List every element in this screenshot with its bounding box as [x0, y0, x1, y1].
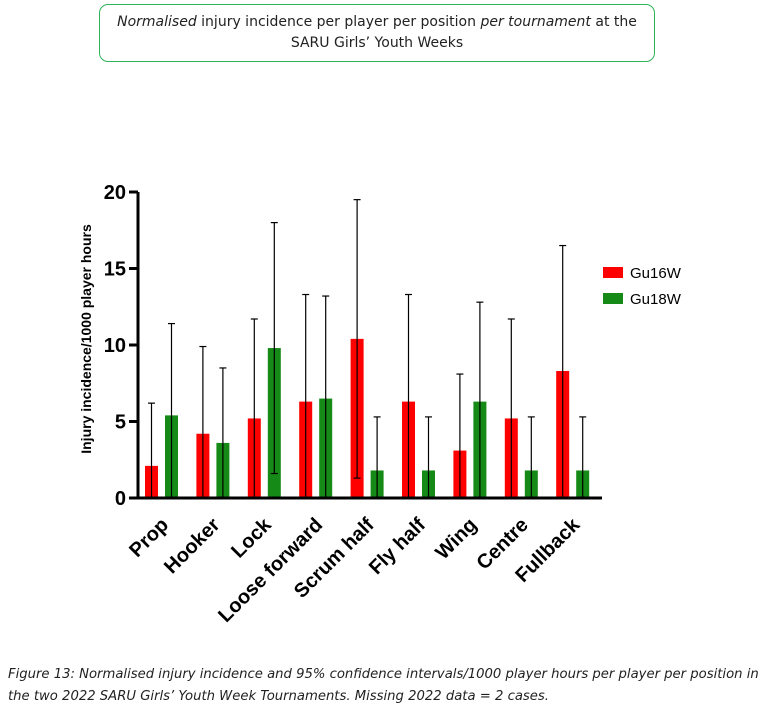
y-tick-label-5: 5	[115, 412, 126, 434]
y-tick-label-20: 20	[104, 182, 126, 204]
title-text-end: at the	[590, 14, 637, 30]
legend: Gu16W Gu18W	[603, 265, 682, 308]
x-tick-label-prop: Prop	[125, 514, 173, 562]
title-emphasis-per-tournament: per tournament	[480, 14, 591, 30]
x-tick-label-hooker: Hooker	[160, 514, 224, 578]
legend-label-gu16w: Gu16W	[630, 265, 682, 282]
x-tick-label-fly-half: Fly half	[365, 514, 430, 579]
chart-title-line-1: Normalised injury incidence per player p…	[117, 12, 637, 33]
title-text-middle: injury incidence per player per position	[196, 14, 481, 30]
y-tick-label-10: 10	[104, 335, 126, 357]
legend-swatch-gu18w	[603, 293, 623, 304]
y-tick-label-15: 15	[104, 259, 126, 281]
legend-swatch-gu16w	[603, 267, 623, 278]
y-tick-label-0: 0	[115, 488, 126, 510]
figure-caption: Figure 13: Normalised injury incidence a…	[8, 667, 759, 704]
bars-layer	[145, 338, 590, 498]
y-axis-label: Injury incidence/1000 player hours	[78, 224, 94, 454]
chart-title-box: Normalised injury incidence per player p…	[99, 4, 655, 62]
error-bars-layer	[148, 199, 587, 498]
title-emphasis-normalised: Normalised	[117, 14, 197, 30]
legend-label-gu18w: Gu18W	[630, 291, 682, 308]
x-tick-label-lock: Lock	[227, 513, 276, 562]
chart-title-line-2: SARU Girls’ Youth Weeks	[290, 35, 464, 51]
